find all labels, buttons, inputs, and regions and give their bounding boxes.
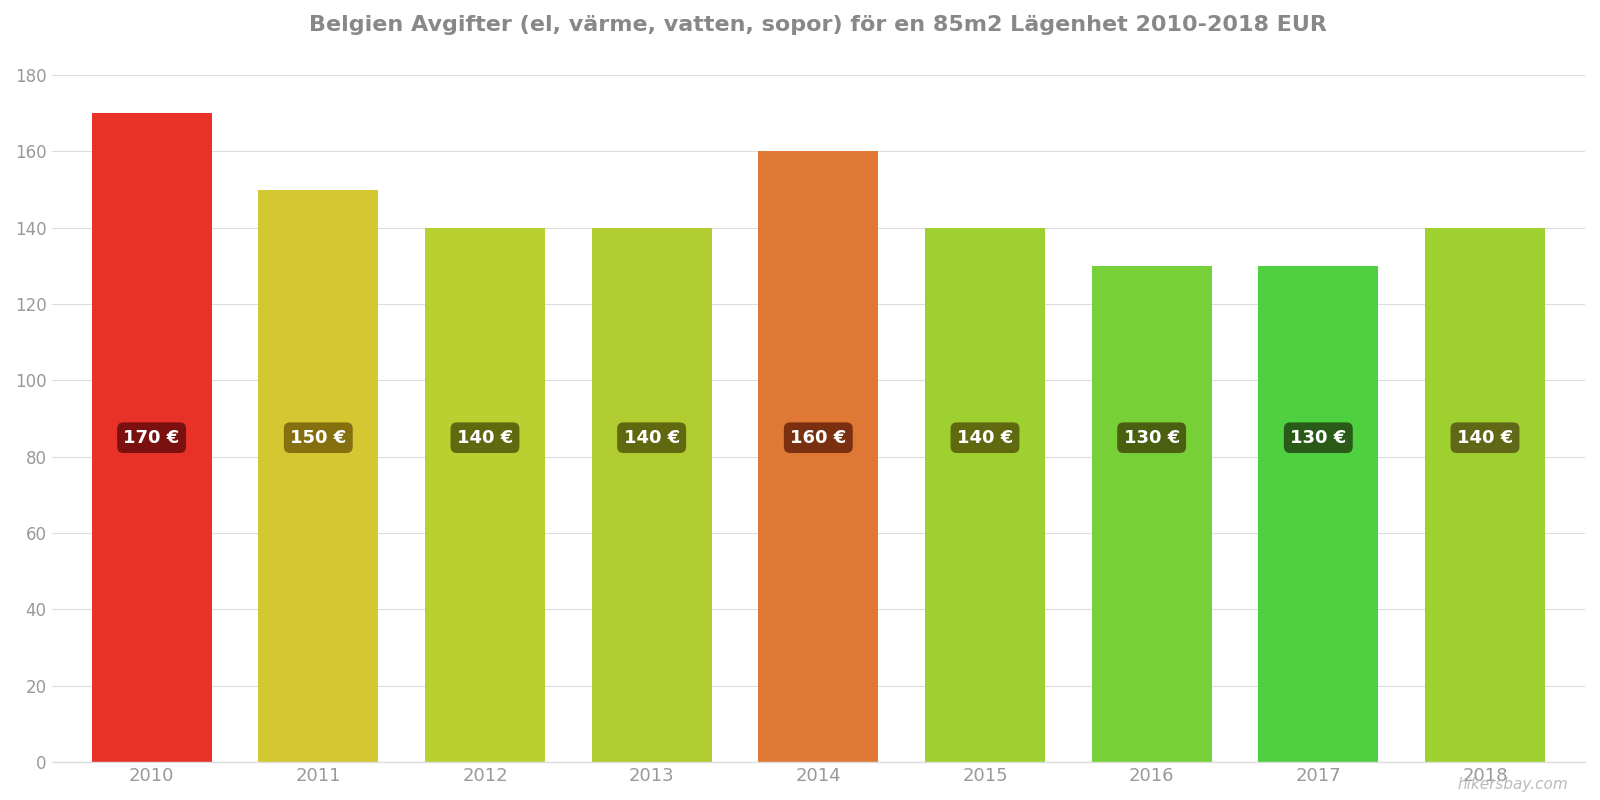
Bar: [426, 228, 546, 762]
Bar: [925, 228, 1045, 762]
Text: 140 €: 140 €: [1458, 429, 1514, 446]
Text: 170 €: 170 €: [123, 429, 179, 446]
Text: hikersbay.com: hikersbay.com: [1458, 777, 1568, 792]
Text: 140 €: 140 €: [624, 429, 680, 446]
Bar: [91, 114, 211, 762]
Bar: [758, 151, 878, 762]
Text: 140 €: 140 €: [458, 429, 514, 446]
Bar: [1258, 266, 1378, 762]
Bar: [1426, 228, 1546, 762]
Text: 140 €: 140 €: [957, 429, 1013, 446]
Text: 130 €: 130 €: [1123, 429, 1179, 446]
Bar: [592, 228, 712, 762]
Text: 130 €: 130 €: [1290, 429, 1347, 446]
Bar: [258, 190, 378, 762]
Text: 150 €: 150 €: [290, 429, 347, 446]
Bar: [1091, 266, 1211, 762]
Text: 160 €: 160 €: [790, 429, 846, 446]
Title: Belgien Avgifter (el, värme, vatten, sopor) för en 85m2 Lägenhet 2010-2018 EUR: Belgien Avgifter (el, värme, vatten, sop…: [309, 15, 1328, 35]
